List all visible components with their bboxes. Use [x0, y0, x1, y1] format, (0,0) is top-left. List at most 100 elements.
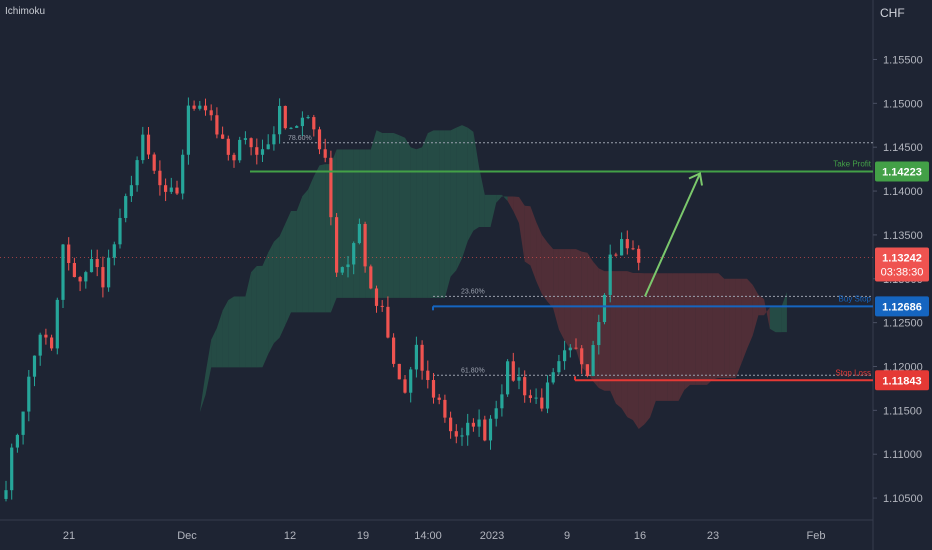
x-tick-label: 12 [284, 530, 296, 542]
cloud-segment [427, 130, 434, 298]
cloud-segment [672, 273, 679, 401]
x-tick-label: 19 [357, 530, 369, 542]
x-tick-label: 16 [634, 530, 646, 542]
cloud-segment [564, 249, 571, 350]
candle-body [568, 347, 572, 351]
cloud-segment [433, 130, 440, 298]
cloud-segment [154, 468, 160, 491]
candle-body [403, 379, 407, 393]
cloud-segment [655, 273, 662, 401]
cloud-segment [501, 194, 508, 201]
cloud-segment [747, 278, 753, 349]
cloud-segment [690, 273, 696, 385]
candle-body [124, 196, 128, 218]
cloud-segment [319, 164, 326, 313]
cloud-segment [313, 165, 320, 313]
candle-body [221, 134, 225, 139]
cloud-segment [661, 273, 668, 401]
candle-body [591, 345, 595, 376]
x-tick-label: 21 [63, 530, 75, 542]
candle-body [392, 337, 396, 364]
candle-body [118, 217, 122, 245]
candle-body [357, 223, 361, 244]
candle-body [55, 299, 59, 349]
y-tick-label: 1.12500 [883, 318, 923, 330]
candle-body [32, 355, 37, 377]
cloud-segment [296, 196, 303, 313]
candle-body [454, 431, 458, 437]
time-axis: 21 Dec 12 19 14:00 2023 9 16 23 Feb [63, 530, 826, 542]
cloud-segment [165, 450, 172, 463]
candle-body [528, 395, 532, 399]
cloud-segment [701, 273, 708, 385]
candle-body [129, 185, 133, 197]
cloud-segment [342, 149, 348, 298]
candle-body [460, 435, 464, 437]
candle-body [192, 105, 196, 109]
buy-stop-label: Buy Stop [839, 294, 872, 303]
candle-body [335, 217, 339, 273]
candle-body [289, 127, 293, 129]
y-tick-label: 1.11000 [883, 449, 922, 461]
indicator-label[interactable]: Ichimoku [5, 6, 46, 17]
cloud-segment [228, 296, 234, 368]
stop-loss-tag-bg [875, 370, 929, 391]
candle-body [306, 117, 310, 119]
candle-body [352, 243, 356, 265]
cloud-segment [479, 167, 485, 228]
candle-body [112, 244, 116, 258]
cloud-segment [490, 194, 497, 228]
candle-body [84, 272, 88, 282]
candle-body [449, 417, 453, 432]
candle-body [38, 334, 42, 356]
candle-body [466, 422, 470, 436]
candle-body [585, 364, 589, 376]
cloud-segment [177, 422, 183, 434]
candlestick-series [4, 97, 641, 502]
candle-body [420, 344, 424, 371]
y-tick-label: 1.15000 [883, 98, 923, 110]
y-tick-label: 1.11500 [883, 405, 922, 417]
cloud-segment [536, 221, 542, 294]
cloud-segment [211, 328, 217, 368]
y-tick-label: 1.14000 [883, 186, 923, 198]
y-tick-label: 1.10500 [883, 493, 923, 505]
candle-body [545, 382, 550, 409]
cloud-segment [764, 299, 770, 329]
candle-body [620, 239, 624, 256]
candle-body [283, 105, 287, 129]
cloud-segment [216, 310, 223, 368]
cloud-segment [581, 251, 588, 373]
fib-level-label: 78.60% [288, 135, 312, 142]
cloud-segment [519, 197, 525, 262]
cloud-segment [291, 211, 297, 313]
candle-body [61, 244, 65, 300]
cloud-segment [405, 137, 411, 298]
candle-body [152, 154, 156, 171]
cloud-segment [576, 249, 582, 368]
candle-body [597, 322, 601, 346]
candle-body [215, 115, 219, 135]
cloud-segment [627, 271, 633, 421]
y-tick-label: 1.14500 [883, 142, 923, 154]
candle-body [557, 361, 561, 373]
cloud-segment [741, 278, 747, 364]
candle-body [397, 363, 401, 380]
candle-body [494, 408, 498, 419]
cloud-segment [239, 296, 246, 368]
candle-body [198, 105, 202, 109]
candle-body [614, 254, 618, 256]
candle-body [317, 129, 322, 150]
candle-body [135, 160, 139, 186]
take-profit-tag: 1.14223 [875, 161, 929, 182]
cloud-segment [638, 273, 645, 430]
cloud-segment [735, 278, 742, 379]
cloud-segment [530, 206, 537, 281]
cloud-segment [410, 147, 417, 298]
cloud-segment [547, 242, 554, 309]
candle-body [471, 422, 475, 427]
candle-body [631, 248, 635, 250]
candle-body [363, 223, 367, 267]
candle-body [517, 377, 521, 381]
